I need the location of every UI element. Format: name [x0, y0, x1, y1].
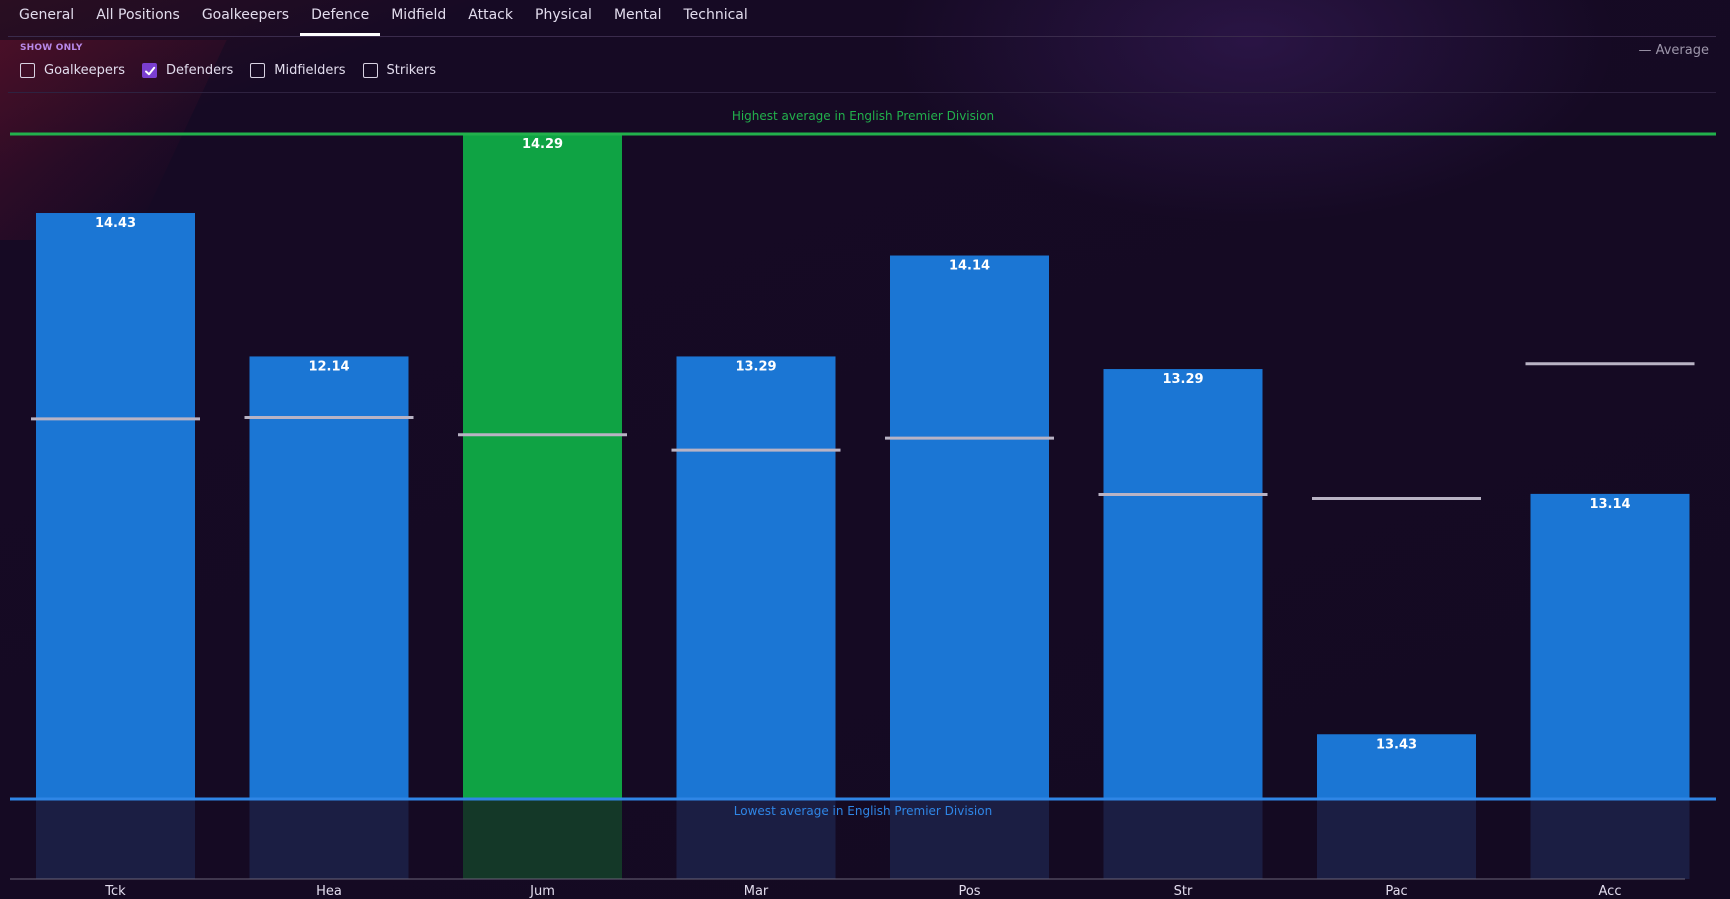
- bar-hea[interactable]: [249, 356, 409, 798]
- checkbox-goalkeepers[interactable]: [20, 63, 35, 78]
- bar-shadow-pac: [1317, 798, 1476, 879]
- tab-goalkeepers[interactable]: Goalkeepers: [201, 7, 290, 23]
- checkbox-strikers[interactable]: [362, 63, 378, 78]
- bar-acc[interactable]: [1530, 493, 1690, 798]
- lowest-average-label: Lowest average in English Premier Divisi…: [734, 804, 992, 818]
- category-label: Mar: [744, 884, 769, 899]
- tab-divider: [8, 36, 1716, 37]
- tab-all-positions[interactable]: All Positions: [96, 7, 180, 23]
- category-label: Jum: [529, 884, 555, 899]
- tab-midfield[interactable]: Midfield: [391, 7, 447, 23]
- tab-technical[interactable]: Technical: [683, 7, 748, 23]
- bar-shadow-str: [1103, 798, 1263, 879]
- filter-goalkeepers[interactable]: Goalkeepers: [20, 63, 125, 78]
- bar-pac[interactable]: [1317, 734, 1476, 798]
- checkmark-icon: [144, 66, 155, 75]
- category-label: Pos: [958, 884, 980, 899]
- tab-mental[interactable]: Mental: [613, 7, 662, 23]
- filter-defenders[interactable]: Defenders: [142, 63, 233, 78]
- tab-general[interactable]: General: [19, 7, 75, 23]
- bar-value-label: 13.29: [1162, 372, 1203, 387]
- bar-str[interactable]: [1103, 369, 1263, 798]
- tab-attack[interactable]: Attack: [468, 7, 513, 23]
- bar-value-label: 13.29: [735, 359, 776, 374]
- bar-jum[interactable]: [463, 134, 622, 798]
- tab-defence[interactable]: Defence: [300, 0, 381, 37]
- checkbox-defenders[interactable]: [142, 63, 158, 78]
- highest-average-label: Highest average in English Premier Divis…: [732, 109, 994, 123]
- show-only-heading: SHOW ONLY: [20, 43, 83, 53]
- bar-shadow-mar: [676, 798, 836, 879]
- bar-value-label: 14.29: [522, 137, 563, 152]
- filters-divider: [8, 92, 1716, 93]
- filter-strikers[interactable]: Strikers: [362, 63, 437, 78]
- tab-physical[interactable]: Physical: [535, 7, 592, 23]
- average-legend: — Average: [1638, 43, 1709, 58]
- bar-shadow-jum: [463, 798, 622, 879]
- bar-shadow-acc: [1530, 798, 1690, 879]
- bar-mar[interactable]: [676, 356, 836, 798]
- bar-value-label: 13.43: [1376, 737, 1417, 752]
- bar-value-label: 13.14: [1589, 497, 1630, 512]
- bar-tck[interactable]: [36, 213, 195, 799]
- bar-value-label: 12.14: [308, 359, 349, 374]
- bar-value-label: 14.14: [949, 259, 990, 274]
- bar-shadow-pos: [890, 798, 1049, 879]
- bar-shadow-tck: [36, 798, 195, 879]
- bar-pos[interactable]: [890, 255, 1049, 799]
- tab-bar: General All Positions Goalkeepers Defence Mi…: [8, 0, 759, 37]
- bar-shadow-hea: [249, 798, 409, 879]
- position-filters: Goalkeepers Defenders Midfielders Strikers: [20, 63, 453, 78]
- filter-midfielders[interactable]: Midfielders: [250, 63, 346, 78]
- filter-label: Strikers: [386, 63, 437, 78]
- filter-label: Defenders: [166, 63, 234, 78]
- category-label: Tck: [104, 884, 126, 899]
- filter-label: Goalkeepers: [44, 63, 126, 78]
- bar-value-label: 14.43: [95, 216, 136, 231]
- category-label: Hea: [316, 884, 342, 899]
- checkbox-midfielders[interactable]: [250, 63, 266, 78]
- category-label: Pac: [1385, 884, 1407, 899]
- category-label: Str: [1174, 884, 1193, 899]
- category-label: Acc: [1599, 884, 1622, 899]
- filter-label: Midfielders: [274, 63, 346, 78]
